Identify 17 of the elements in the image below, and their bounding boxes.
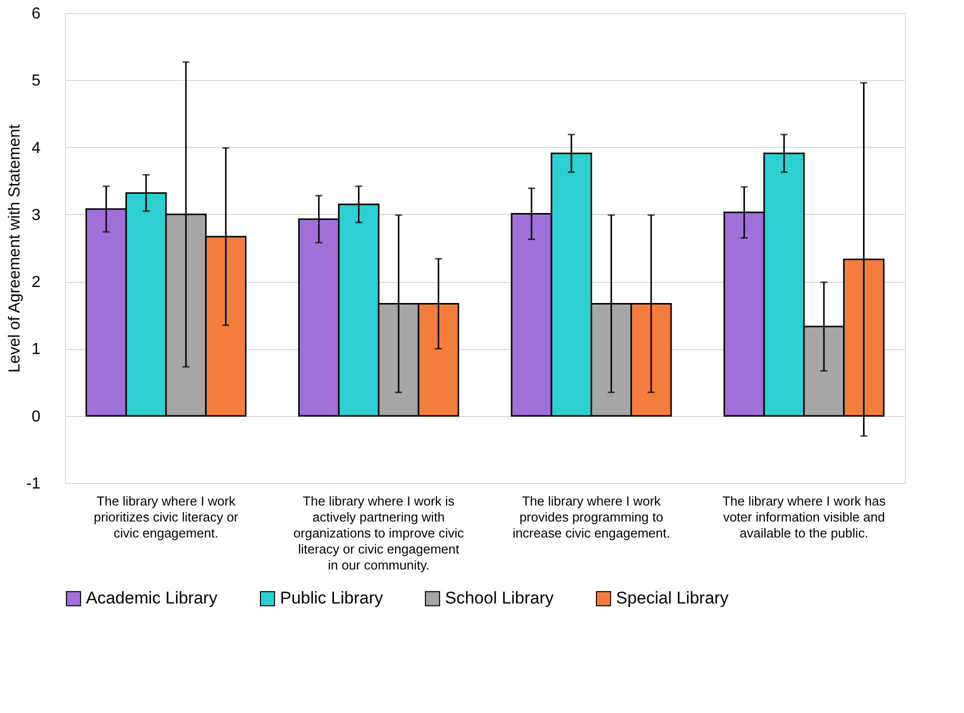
x-tick-label: The library where I work is actively partnering with organizations to improve civic literacy or civic engagement in our community. [293, 494, 464, 572]
y-tick-label: 1 [32, 341, 41, 358]
x-tick-label: The library where I work provides programming to increase civic engagement. [512, 494, 670, 540]
x-tick-label: The library where I work has voter information visible and available to the public. [722, 494, 886, 540]
y-tick-label: 0 [32, 408, 41, 426]
legend-label: Special Library [616, 588, 729, 608]
y-tick-label: 3 [32, 206, 41, 224]
y-tick-label: -1 [26, 476, 41, 492]
legend-label: Academic Library [86, 588, 218, 608]
y-tick-label: 5 [32, 72, 41, 90]
x-tick-label: The library where I work prioritizes civic literacy or civic engagement. [94, 494, 239, 540]
legend-label: School Library [445, 588, 554, 608]
y-tick-label: 2 [32, 274, 41, 292]
y-axis-title: Level of Agreement with Statement [6, 124, 24, 373]
y-tick-label: 6 [32, 6, 41, 22]
y-tick-label: 4 [32, 140, 41, 157]
legend-label: Public Library [280, 588, 384, 608]
